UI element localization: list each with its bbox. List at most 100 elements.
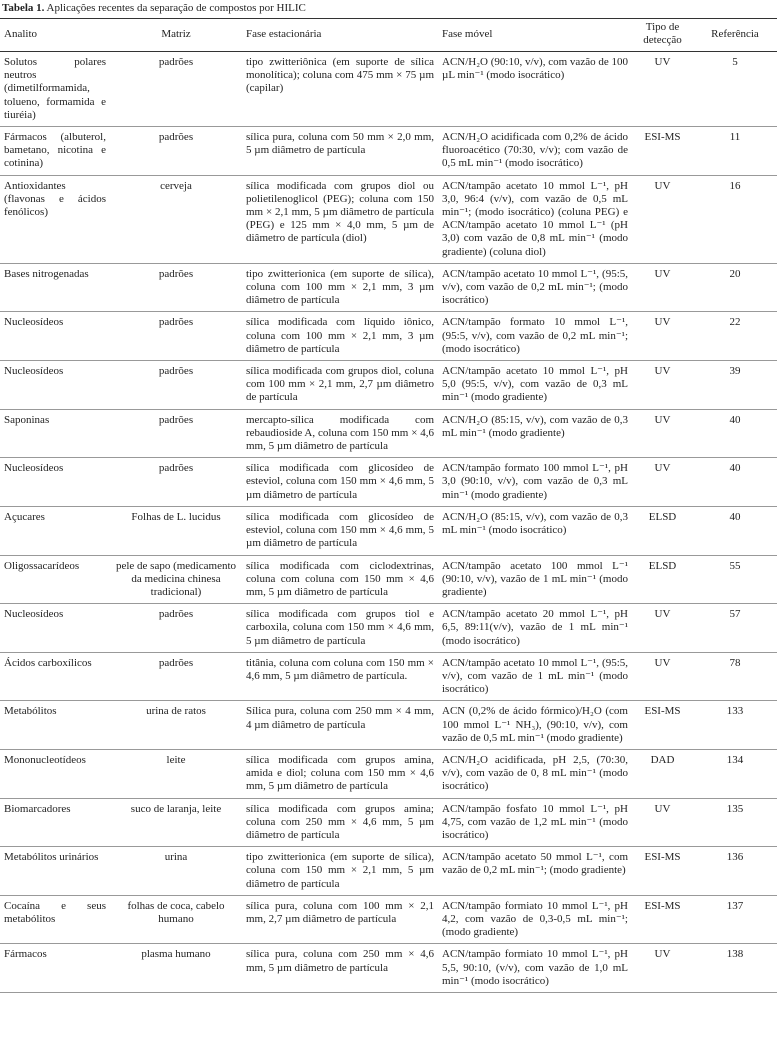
- table-row: Metabólitos urina de ratos Sílica pura, co…: [0, 700, 777, 750]
- table-row: Ácidos carboxílicos padrões titânia, colun…: [0, 652, 777, 702]
- matriz-cell: urina: [110, 846, 242, 896]
- tipo-deteccao-cell: UV: [632, 943, 693, 993]
- tipo-deteccao-cell: ESI-MS: [632, 126, 693, 176]
- analito-cell: Metabólitos urinários: [0, 846, 110, 896]
- fase-estacionaria-cell: sílica pura, coluna com 50 mm × 2,0 mm, …: [242, 126, 438, 176]
- analito-cell: Fármacos (albuterol, bametano, nicotina …: [0, 126, 110, 176]
- table-row: Cocaína e seus metabólitos folhas de coca…: [0, 895, 777, 945]
- table-row: Solutos polares neutros (dimetilformamid…: [0, 51, 777, 128]
- matriz-cell: folhas de coca, cabelo humano: [110, 895, 242, 945]
- column-header: Tipo de detecção: [632, 18, 693, 52]
- fase-movel-cell: ACN/tampão acetato 100 mmol L⁻¹ (90:10, …: [438, 555, 632, 605]
- table-row: Nucleosídeos padrões sílica modificada com…: [0, 311, 777, 362]
- referencia-cell: 137: [693, 895, 777, 945]
- tipo-deteccao-cell: UV: [632, 603, 693, 653]
- matriz-cell: padrões: [110, 652, 242, 702]
- table-row: Biomarcadores suco de laranja, leite sílic…: [0, 798, 777, 848]
- tipo-deteccao-cell: ESI-MS: [632, 895, 693, 945]
- fase-movel-cell: ACN/H₂O acidificada com 0,2% de ácido fl…: [438, 126, 632, 176]
- fase-estacionaria-cell: tipo zwitterionica (em suporte de sílica…: [242, 263, 438, 313]
- fase-movel-cell: ACN (0,2% de ácido fórmico)/H₂O (com 100…: [438, 700, 632, 750]
- analito-cell: Ácidos carboxílicos: [0, 652, 110, 702]
- tipo-deteccao-cell: UV: [632, 457, 693, 507]
- column-header: Matriz: [110, 18, 242, 52]
- fase-movel-cell: ACN/tampão acetato 50 mmol L⁻¹, com vazã…: [438, 846, 632, 896]
- analito-cell: Nucleosídeos: [0, 457, 110, 507]
- table-caption: Tabela 1. Aplicações recentes da separaç…: [2, 2, 775, 15]
- table-row: Fármacos plasma humano sílica pura, coluna…: [0, 943, 777, 993]
- analito-cell: Fármacos: [0, 943, 110, 993]
- matriz-cell: padrões: [110, 263, 242, 313]
- referencia-cell: 133: [693, 700, 777, 750]
- fase-estacionaria-cell: tipo zwitteriônica (em suporte de sílica…: [242, 51, 438, 128]
- analito-cell: Nucleosídeos: [0, 311, 110, 362]
- matriz-cell: urina de ratos: [110, 700, 242, 750]
- fase-estacionaria-cell: sílica modificada com grupos tiol e carb…: [242, 603, 438, 653]
- tipo-deteccao-cell: UV: [632, 51, 693, 128]
- fase-movel-cell: ACN/tampão fosfato 10 mmol L⁻¹, pH 4,75,…: [438, 798, 632, 848]
- fase-movel-cell: ACN/H₂O (85:15, v/v), com vazão de 0,3 m…: [438, 409, 632, 459]
- fase-movel-cell: ACN/H₂O acidificada, pH 2,5, (70:30, v/v…: [438, 749, 632, 799]
- tipo-deteccao-cell: UV: [632, 409, 693, 459]
- fase-estacionaria-cell: sílica pura, coluna com 250 mm × 4,6 mm,…: [242, 943, 438, 993]
- data-table: Analito Matriz Fase estacionária Fase móvel…: [0, 18, 777, 993]
- referencia-cell: 57: [693, 603, 777, 653]
- fase-estacionaria-cell: sílica modificada com grupos diol ou pol…: [242, 175, 438, 264]
- fase-movel-cell: ACN/tampão acetato 10 mmol L⁻¹, pH 5,0 (…: [438, 360, 632, 410]
- tipo-deteccao-cell: ESI-MS: [632, 846, 693, 896]
- caption-label: Tabela 1.: [2, 2, 45, 14]
- fase-estacionaria-cell: sílica modificada com grupos amina; colu…: [242, 798, 438, 848]
- referencia-cell: 135: [693, 798, 777, 848]
- fase-movel-cell: ACN/H₂O (90:10, v/v), com vazão de 100 µ…: [438, 51, 632, 128]
- referencia-cell: 5: [693, 51, 777, 128]
- tipo-deteccao-cell: UV: [632, 798, 693, 848]
- table-body: Solutos polares neutros (dimetilformamid…: [0, 51, 777, 993]
- analito-cell: Solutos polares neutros (dimetilformamid…: [0, 51, 110, 128]
- column-header: Fase móvel: [438, 18, 632, 52]
- tipo-deteccao-cell: DAD: [632, 749, 693, 799]
- analito-cell: Metabólitos: [0, 700, 110, 750]
- matriz-cell: padrões: [110, 409, 242, 459]
- tipo-deteccao-cell: UV: [632, 652, 693, 702]
- analito-cell: Antioxidantes (flavonas e ácidos fenólic…: [0, 175, 110, 264]
- referencia-cell: 138: [693, 943, 777, 993]
- fase-estacionaria-cell: sílica modificada com ciclodextrinas, co…: [242, 555, 438, 605]
- matriz-cell: padrões: [110, 457, 242, 507]
- matriz-cell: padrões: [110, 360, 242, 410]
- analito-cell: Biomarcadores: [0, 798, 110, 848]
- matriz-cell: padrões: [110, 51, 242, 128]
- referencia-cell: 78: [693, 652, 777, 702]
- fase-estacionaria-cell: mercapto-sílica modificada com rebaudios…: [242, 409, 438, 459]
- fase-estacionaria-cell: sílica modificada com grupos amina, amid…: [242, 749, 438, 799]
- caption-text: Aplicações recentes da separação de comp…: [46, 2, 306, 14]
- table-row: Oligossacarídeos pele de sapo (medicament…: [0, 555, 777, 605]
- fase-movel-cell: ACN/tampão formato 10 mmol L⁻¹, (95:5, v…: [438, 311, 632, 362]
- analito-cell: Cocaína e seus metabólitos: [0, 895, 110, 945]
- referencia-cell: 134: [693, 749, 777, 799]
- matriz-cell: Folhas de L. lucidus: [110, 506, 242, 556]
- fase-movel-cell: ACN/tampão formato 100 mmol L⁻¹, pH 3,0 …: [438, 457, 632, 507]
- analito-cell: Bases nitrogenadas: [0, 263, 110, 313]
- fase-movel-cell: ACN/tampão acetato 10 mmol L⁻¹, (95:5, v…: [438, 263, 632, 313]
- table-row: Saponinas padrões mercapto-sílica modifica…: [0, 409, 777, 459]
- fase-estacionaria-cell: sílica modificada com líquido iônico, co…: [242, 311, 438, 362]
- fase-estacionaria-cell: Sílica pura, coluna com 250 mm × 4 mm, 4…: [242, 700, 438, 750]
- fase-estacionaria-cell: titânia, coluna com coluna com 150 mm × …: [242, 652, 438, 702]
- matriz-cell: padrões: [110, 311, 242, 362]
- table-row: Fármacos (albuterol, bametano, nicotina …: [0, 126, 777, 176]
- referencia-cell: 16: [693, 175, 777, 264]
- matriz-cell: padrões: [110, 126, 242, 176]
- analito-cell: Oligossacarídeos: [0, 555, 110, 605]
- table-row: Mononucleotídeos leite sílica modificada c…: [0, 749, 777, 799]
- fase-movel-cell: ACN/tampão acetato 20 mmol L⁻¹, pH 6,5, …: [438, 603, 632, 653]
- referencia-cell: 39: [693, 360, 777, 410]
- tipo-deteccao-cell: UV: [632, 360, 693, 410]
- referencia-cell: 22: [693, 311, 777, 362]
- table-row: Nucleosídeos padrões sílica modificada com…: [0, 360, 777, 410]
- fase-estacionaria-cell: sílica pura, coluna com 100 mm × 2,1 mm,…: [242, 895, 438, 945]
- analito-cell: Nucleosídeos: [0, 603, 110, 653]
- analito-cell: Açucares: [0, 506, 110, 556]
- referencia-cell: 40: [693, 457, 777, 507]
- tipo-deteccao-cell: UV: [632, 175, 693, 264]
